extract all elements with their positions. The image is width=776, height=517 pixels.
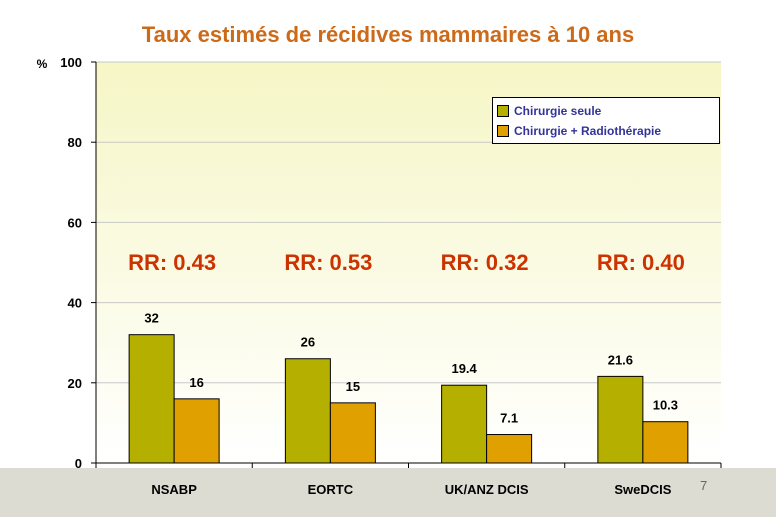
bar	[486, 434, 533, 464]
legend-swatch	[497, 105, 509, 117]
bar	[128, 334, 175, 464]
page-number: 7	[700, 478, 708, 493]
legend-label: Chirurgie seule	[514, 104, 602, 118]
bar	[597, 375, 644, 464]
x-tick-label: SweDCIS	[614, 482, 671, 497]
data-label: 21.6	[608, 352, 633, 367]
y-tick-label: 100	[60, 55, 82, 70]
y-tick-label: 0	[75, 456, 82, 471]
rr-annotation: RR: 0.32	[441, 250, 529, 275]
bar	[642, 421, 689, 464]
x-tick-label: UK/ANZ DCIS	[445, 482, 529, 497]
data-label: 19.4	[451, 361, 477, 376]
data-label: 16	[189, 375, 203, 390]
data-label: 7.1	[500, 411, 518, 426]
x-tick-label: NSABP	[151, 482, 197, 497]
footer-band	[0, 468, 776, 517]
rr-annotation: RR: 0.53	[284, 250, 372, 275]
legend-swatch	[497, 125, 509, 137]
bar	[173, 398, 220, 464]
x-tick-label: EORTC	[308, 482, 354, 497]
y-axis-label: %	[37, 57, 48, 71]
bar	[284, 358, 331, 464]
chart-title: Taux estimés de récidives mammaires à 10…	[141, 22, 635, 47]
data-label: 15	[346, 379, 360, 394]
rr-annotation: RR: 0.43	[128, 250, 216, 275]
y-tick-label: 20	[68, 376, 82, 391]
rr-annotation: RR: 0.40	[597, 250, 685, 275]
y-tick-label: 60	[68, 215, 82, 230]
legend-item-surgery-radiotherapy: Chirurgie + Radiothérapie	[497, 121, 719, 141]
data-label: 32	[144, 311, 158, 326]
data-label: 10.3	[653, 398, 678, 413]
y-tick-label: 40	[68, 296, 82, 311]
legend-item-surgery-alone: Chirurgie seule	[497, 101, 719, 121]
bar	[329, 402, 376, 464]
y-tick-label: 80	[68, 135, 82, 150]
legend-label: Chirurgie + Radiothérapie	[514, 124, 662, 138]
legend: Chirurgie seule Chirurgie + Radiothérapi…	[492, 97, 720, 144]
bar	[441, 384, 488, 464]
data-label: 26	[301, 335, 315, 350]
